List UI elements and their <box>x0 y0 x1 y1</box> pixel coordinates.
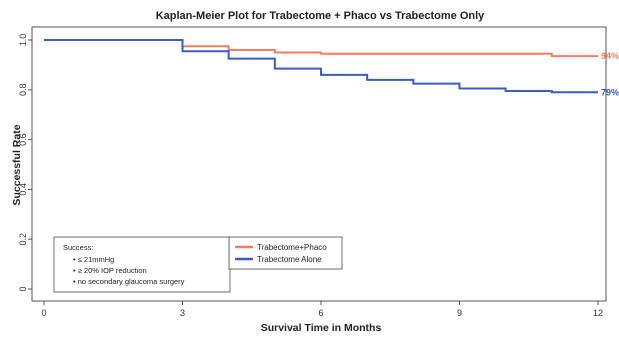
series-lines <box>44 39 598 94</box>
y-tick-label: 1.0 <box>18 34 28 47</box>
success-criteria-item: • ≥ 20% IOP reduction <box>73 266 147 275</box>
series-line-trabectome-phaco <box>44 39 598 58</box>
x-tick-label: 6 <box>318 308 323 318</box>
series-end-label: 94% <box>601 51 619 61</box>
legend-border <box>228 236 343 270</box>
legend-label-trabectome-phaco: Trabectome+Phaco <box>257 243 327 252</box>
success-criteria-box: Success: • ≤ 21mmHg • ≥ 20% IOP reductio… <box>53 236 231 293</box>
y-axis-label: Successful Rate <box>11 124 23 205</box>
y-tick-label: 0.2 <box>18 233 28 246</box>
success-criteria-item: • no secondary glaucoma surgery <box>73 277 185 286</box>
success-criteria-heading: Success: <box>63 243 93 252</box>
chart-title: Kaplan-Meier Plot for Trabectome + Phaco… <box>156 10 485 22</box>
legend-label-trabectome-alone: Trabectome Alone <box>257 255 322 264</box>
y-tick-label: 0 <box>18 286 28 291</box>
y-tick-label: 0.4 <box>18 183 28 196</box>
x-tick-label: 0 <box>41 308 46 318</box>
x-axis: 0 3 6 9 12 <box>41 301 603 318</box>
x-tick-label: 9 <box>457 308 462 318</box>
success-criteria-item: • ≤ 21mmHg <box>73 255 114 264</box>
y-tick-label: 0.8 <box>18 84 28 97</box>
x-tick-label: 12 <box>593 308 603 318</box>
plot-frame <box>31 26 607 302</box>
legend: Trabectome+Phaco Trabectome Alone <box>228 236 343 270</box>
x-tick-label: 3 <box>180 308 185 318</box>
series-end-label: 79% <box>601 87 619 97</box>
end-labels: 94% 79% <box>601 51 619 97</box>
series-line-trabectome-alone <box>44 39 598 94</box>
x-axis-label: Survival Time in Months <box>261 322 382 334</box>
y-tick-label: 0.6 <box>18 133 28 146</box>
y-axis: 0 0.2 0.4 0.6 0.8 1.0 <box>18 34 32 292</box>
success-criteria-border <box>53 236 231 293</box>
